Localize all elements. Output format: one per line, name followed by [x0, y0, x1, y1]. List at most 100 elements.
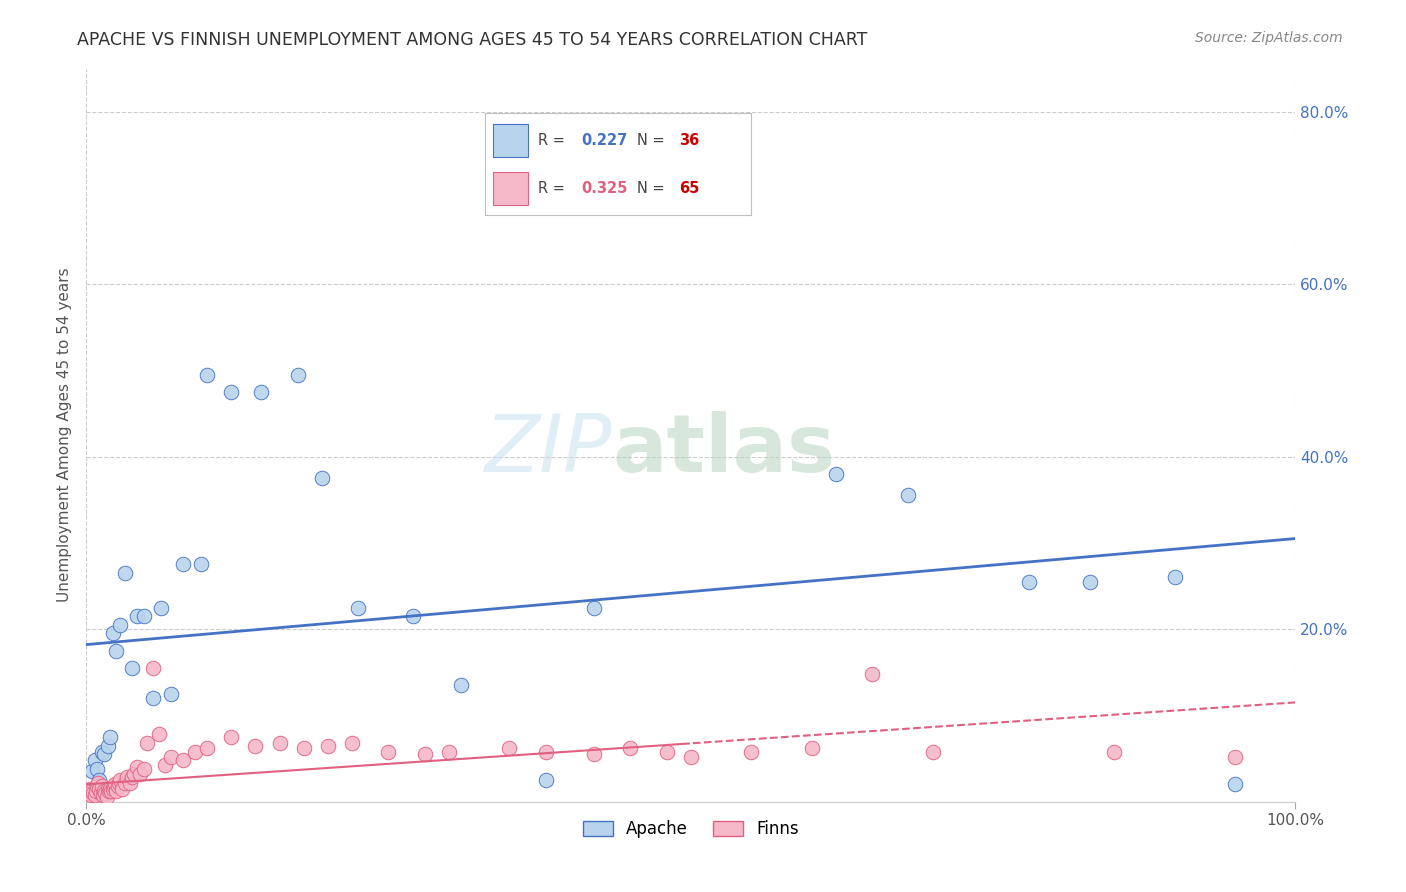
Point — [90, 786, 112, 800]
Point — [94, 786, 117, 800]
Point — [114, 566, 136, 580]
Text: APACHE VS FINNISH UNEMPLOYMENT AMONG AGES 45 TO 54 YEARS CORRELATION CHART: APACHE VS FINNISH UNEMPLOYMENT AMONG AGE… — [77, 31, 868, 49]
Point — [1102, 745, 1125, 759]
Point — [172, 753, 194, 767]
Point — [347, 600, 370, 615]
Point — [311, 471, 333, 485]
Point — [98, 781, 121, 796]
Point — [108, 617, 131, 632]
Point — [135, 736, 157, 750]
Point — [82, 764, 104, 779]
Point — [86, 779, 108, 793]
Point — [679, 749, 702, 764]
Point — [800, 741, 823, 756]
Point — [450, 678, 472, 692]
Point — [582, 600, 605, 615]
Point — [114, 775, 136, 789]
Point — [107, 775, 129, 789]
Point — [269, 736, 291, 750]
Point — [1223, 777, 1246, 791]
Point — [101, 781, 124, 796]
Point — [142, 691, 165, 706]
Point — [115, 771, 138, 785]
Point — [340, 736, 363, 750]
Point — [377, 745, 399, 759]
Point — [104, 777, 127, 791]
Point — [134, 609, 156, 624]
Point — [96, 790, 118, 805]
Point — [90, 745, 112, 759]
Point — [125, 760, 148, 774]
Point — [292, 741, 315, 756]
Point — [90, 779, 112, 793]
Point — [619, 741, 641, 756]
Point — [129, 767, 152, 781]
Point — [740, 745, 762, 759]
Point — [105, 784, 128, 798]
Point — [1078, 574, 1101, 589]
Point — [921, 745, 943, 759]
Point — [83, 788, 105, 802]
Point — [121, 661, 143, 675]
Text: Source: ZipAtlas.com: Source: ZipAtlas.com — [1195, 31, 1343, 45]
Point — [142, 661, 165, 675]
Point — [219, 730, 242, 744]
Point — [83, 753, 105, 767]
Point — [190, 558, 212, 572]
Point — [897, 488, 920, 502]
Point — [1018, 574, 1040, 589]
Point — [91, 788, 114, 802]
Point — [89, 781, 111, 796]
Point — [100, 784, 122, 798]
Point — [118, 775, 141, 789]
Point — [150, 600, 173, 615]
Point — [1223, 749, 1246, 764]
Point — [825, 467, 848, 481]
Point — [245, 739, 267, 753]
Point — [82, 786, 104, 800]
Point — [148, 727, 170, 741]
Text: ZIP: ZIP — [485, 410, 612, 489]
Point — [498, 741, 520, 756]
Legend: Apache, Finns: Apache, Finns — [576, 814, 806, 845]
Point — [97, 739, 120, 753]
Point — [105, 643, 128, 657]
Point — [655, 745, 678, 759]
Point — [1163, 570, 1185, 584]
Point — [89, 772, 111, 787]
Point — [172, 558, 194, 572]
Point — [184, 745, 207, 759]
Point — [107, 779, 129, 793]
Point — [195, 741, 218, 756]
Point — [77, 786, 100, 800]
Point — [98, 730, 121, 744]
Point — [82, 784, 104, 798]
Point — [108, 772, 131, 787]
Point — [250, 384, 273, 399]
Point — [80, 788, 103, 802]
Point — [84, 784, 107, 798]
Point — [437, 745, 460, 759]
Y-axis label: Unemployment Among Ages 45 to 54 years: Unemployment Among Ages 45 to 54 years — [58, 268, 72, 602]
Text: atlas: atlas — [612, 410, 835, 489]
Point — [159, 749, 181, 764]
Point — [153, 758, 176, 772]
Point — [582, 747, 605, 761]
Point — [413, 747, 436, 761]
Point — [103, 779, 125, 793]
Point — [534, 745, 557, 759]
Point — [534, 772, 557, 787]
Point — [121, 771, 143, 785]
Point — [195, 368, 218, 382]
Point — [125, 609, 148, 624]
Point — [97, 781, 120, 796]
Point — [79, 781, 101, 796]
Point — [98, 784, 121, 798]
Point — [860, 667, 883, 681]
Point — [316, 739, 339, 753]
Point — [134, 762, 156, 776]
Point — [93, 784, 115, 798]
Point — [124, 767, 146, 781]
Point — [87, 775, 110, 789]
Point — [86, 762, 108, 776]
